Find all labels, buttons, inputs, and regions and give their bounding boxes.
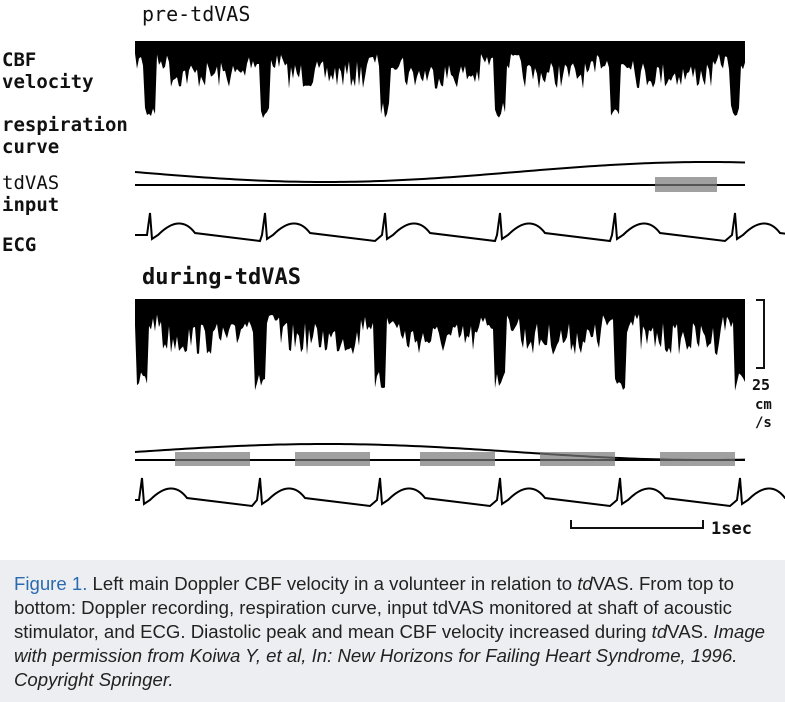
caption-text: VAS. From top to bottom: Doppler recordi… xyxy=(14,573,735,642)
respiration-during xyxy=(134,442,746,461)
ecg-during xyxy=(135,477,785,508)
tdvas-burst xyxy=(420,452,495,466)
label: tdVAS xyxy=(2,172,59,194)
label: CBF xyxy=(2,49,36,71)
label: input xyxy=(2,194,59,216)
ecg-pre xyxy=(135,212,785,243)
label: curve xyxy=(2,136,59,158)
caption-text: td xyxy=(651,621,668,642)
figure-label: Figure 1. xyxy=(14,573,88,594)
caption-text: Left main Doppler CBF velocity in a volu… xyxy=(87,573,578,594)
time-scale-bar xyxy=(570,520,704,529)
tdvas-burst xyxy=(295,452,370,466)
tdvas-burst xyxy=(540,452,615,466)
during-title: during-tdVAS xyxy=(142,265,301,290)
label: respiration xyxy=(2,114,128,136)
tdvas-burst xyxy=(655,177,717,192)
tdvas-burst xyxy=(175,452,250,466)
scale-bracket xyxy=(756,299,765,369)
respiration-pre xyxy=(134,161,746,184)
caption-text: Image with permission from Koiwa Y, et a… xyxy=(14,621,766,690)
time-scale-label: 1sec xyxy=(711,519,752,539)
scale-label: 25 xyxy=(752,376,770,394)
scale-label: /s xyxy=(755,415,772,431)
caption-text: VAS. xyxy=(667,621,714,642)
caption-text: td xyxy=(577,573,593,594)
pre-title: pre-tdVAS xyxy=(142,2,250,26)
scale-label: cm xyxy=(755,397,772,413)
doppler-during xyxy=(135,300,745,391)
doppler-pre xyxy=(135,42,745,119)
figure: pre-tdVAS CBF velocity respiration curve… xyxy=(2,2,785,539)
tdvas-burst xyxy=(660,452,735,466)
caption: Figure 1. Left main Doppler CBF velocity… xyxy=(0,560,785,702)
label: velocity xyxy=(2,71,94,93)
label: ECG xyxy=(2,234,36,256)
